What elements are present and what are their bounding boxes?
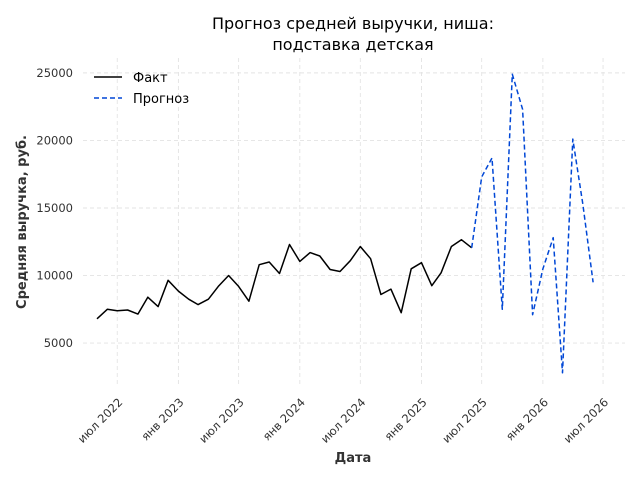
y-axis-label: Средняя выручка, руб. <box>15 135 30 309</box>
series-line-forecast <box>470 73 594 374</box>
y-tick-label: 10000 <box>36 269 73 283</box>
grid <box>83 58 625 385</box>
x-tick-label: июл 2024 <box>318 395 369 446</box>
x-tick-label: янв 2026 <box>503 395 551 443</box>
x-tick-label: июл 2025 <box>439 395 490 446</box>
x-axis-ticks: июл 2022 янв 2023 июл 2023 янв 2024 июл 2024… <box>75 395 611 446</box>
chart-title-line-1: Прогноз средней выручки, ниша: <box>212 14 494 33</box>
y-axis-ticks: 5000 10000 15000 20000 25000 <box>36 66 73 350</box>
x-tick-label: июл 2023 <box>196 395 247 446</box>
y-tick-label: 25000 <box>36 66 73 80</box>
legend: Факт Прогноз <box>94 71 189 107</box>
series-layer <box>96 73 594 374</box>
x-tick-label: июл 2026 <box>561 395 612 446</box>
series-line-fact <box>96 238 473 320</box>
x-tick-label: янв 2023 <box>138 395 186 443</box>
x-tick-label: янв 2024 <box>260 395 308 443</box>
y-tick-label: 5000 <box>44 336 73 350</box>
x-tick-label: июл 2022 <box>75 395 126 446</box>
x-axis-label: Дата <box>335 451 372 466</box>
y-tick-label: 15000 <box>36 201 73 215</box>
x-tick-label: янв 2025 <box>381 395 429 443</box>
legend-label-forecast: Прогноз <box>133 92 189 107</box>
chart-title-line-2: подставка детская <box>272 35 433 54</box>
legend-label-fact: Факт <box>133 71 168 86</box>
y-tick-label: 20000 <box>36 133 73 147</box>
